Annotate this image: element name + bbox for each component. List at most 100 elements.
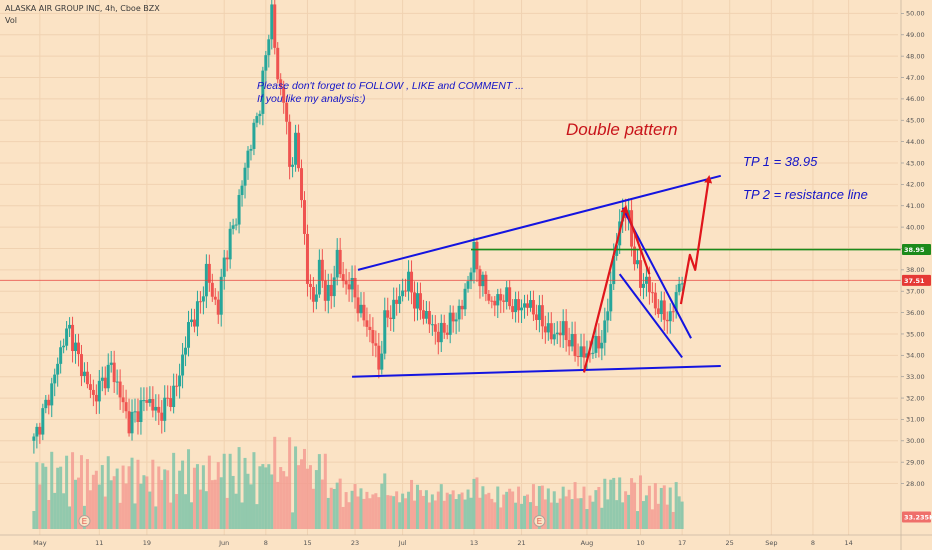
candle [50,377,54,418]
candle [62,338,66,354]
volume-bar [451,490,455,529]
candle-body [38,426,42,435]
candle-body [317,259,321,295]
candle [142,387,146,412]
candle-body [487,293,491,301]
candle [94,384,98,415]
time-axis-tick-label: 10 [636,539,644,547]
volume-bar [478,497,482,529]
candle [555,321,559,344]
candle-body [514,299,518,313]
candle [395,287,399,316]
candle-body [540,305,544,327]
candle [166,385,170,407]
candle-body [160,412,164,421]
candle-body [555,332,559,335]
volume-bar [460,492,464,529]
volume-bar [338,478,342,529]
candle [537,295,541,333]
volume-bar [377,497,381,529]
volume-bar [323,453,327,529]
candle [523,294,527,319]
last-price-badge: 37.51 [902,274,931,286]
candle-body [659,300,663,315]
candle-body [395,299,399,304]
price-axis-tick-label: 43.00 [906,159,925,167]
volume-bar [653,483,657,529]
candle-body [653,292,657,309]
candle [377,332,381,379]
volume-bar [567,489,571,529]
volume-bar [133,503,137,529]
volume-bar [103,496,107,529]
candle-body [201,296,205,302]
candle-body [207,263,211,283]
candle-body [282,87,286,103]
candle [606,298,610,333]
volume-bar [523,495,527,529]
volume-bar [603,478,607,529]
candle-body [106,364,110,389]
candle-body [65,328,69,346]
volume-bar [172,452,176,529]
volume-bar [487,492,491,529]
candle [44,395,48,414]
candle-body [47,399,51,406]
candle-body [350,277,354,290]
candle [546,312,550,341]
candle [490,296,494,309]
candle-body [436,331,440,343]
candle [404,278,408,297]
candle-body [335,249,339,278]
candle [665,311,669,334]
candle-body [184,347,188,355]
candle-body [543,326,547,333]
candle [192,308,196,333]
volume-bar [44,466,48,529]
candle [356,284,360,322]
candle [392,287,396,332]
volume-bar [588,495,592,529]
candle [597,323,601,358]
candle [338,237,342,278]
candle [650,282,654,303]
candle-body [166,397,170,399]
candle [442,314,446,339]
candle [243,162,247,199]
candle-body [496,294,500,306]
volume-bar [136,459,140,529]
volume-bar [169,502,173,529]
volume-bar [276,481,280,529]
candle-body [41,408,45,435]
candle-body [68,324,72,329]
candle-body [615,245,619,256]
volume-bar [424,490,428,529]
candle-body [77,342,81,355]
grid-lines [0,0,898,535]
volume-bar [246,473,250,529]
volume-bar [106,456,110,529]
candle [526,294,530,316]
candle-body [154,406,158,411]
volume-bar [555,502,559,529]
candle-body [445,332,449,335]
time-axis-tick-label: 8 [264,539,268,547]
volume-bar [644,495,648,529]
candle-body [469,272,473,282]
price-axis-tick-label: 30.00 [906,437,925,445]
candle [674,284,678,319]
volume-bar [79,455,83,529]
candle [436,322,440,355]
candle [219,268,223,327]
volume-bar [549,502,553,529]
candle [115,369,119,395]
candle [472,237,476,284]
volume-bar [341,506,345,529]
candle-body [347,284,351,290]
candle [65,321,69,351]
earnings-marker: E [533,515,546,527]
time-axis-tick-label: 15 [303,539,311,547]
volume-bar [392,496,396,529]
volume-bar [579,498,583,529]
